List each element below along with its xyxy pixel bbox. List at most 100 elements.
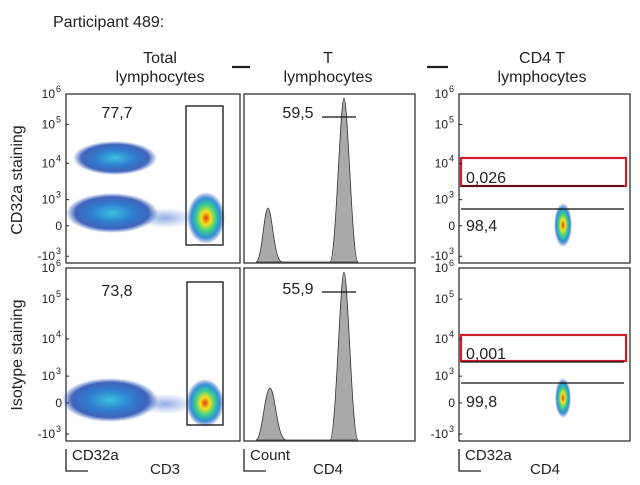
panel-frame — [458, 267, 631, 442]
y-tick-label: 10 — [42, 156, 56, 170]
y-tick-exponent: 3 — [449, 366, 454, 376]
axis-corner — [243, 449, 266, 472]
y-tick-label: 10 — [435, 332, 449, 346]
axis-corner — [458, 449, 481, 472]
panel-frame — [243, 267, 416, 442]
y-tick-label: 0 — [55, 396, 62, 410]
gate-percent-label-neg: 98,4 — [466, 218, 497, 235]
y-tick-exponent: 6 — [449, 258, 454, 268]
y-tick-label: 10 — [42, 292, 56, 306]
y-tick-label: 10 — [435, 369, 449, 383]
y-axis-label: CD32a — [72, 447, 119, 464]
y-tick-label: 10 — [435, 261, 449, 275]
y-tick-exponent: 3 — [56, 424, 61, 434]
panel-cd32a-total: 77,7 — [65, 93, 241, 264]
gate-percent-label: 77,7 — [101, 105, 132, 122]
gate-percent-label: 59,5 — [282, 105, 313, 122]
y-tick-exponent: 3 — [56, 366, 61, 376]
y-tick-exponent: 6 — [56, 84, 61, 94]
population-cd32a-pos — [73, 141, 157, 175]
row-label-isotype: Isotype staining — [9, 299, 26, 410]
y-tick-exponent: 4 — [56, 329, 61, 339]
y-axis-label: CD32a — [465, 447, 512, 464]
y-tick-label: 10 — [435, 156, 449, 170]
column-header-total-line2: lymphocytes — [116, 69, 205, 86]
gate-percent-label-pos: 0,001 — [466, 346, 506, 363]
figure-title: Participant 489: — [53, 14, 164, 31]
y-tick-label: 10 — [42, 332, 56, 346]
column-header-cd4t-line1: CD4 T — [519, 50, 565, 67]
panel-cd32a-t: 59,5 — [243, 93, 416, 264]
axis-labels-col3: CD32a CD4 — [458, 447, 560, 478]
y-tick-label: -10 — [431, 249, 449, 263]
column-header-t-line2: lymphocytes — [284, 69, 373, 86]
y-tick-label: 10 — [42, 261, 56, 275]
y-tick-label: -10 — [38, 427, 56, 441]
x-axis-label: CD4 — [313, 461, 343, 478]
axis-corner — [65, 449, 88, 472]
y-tick-exponent: 5 — [449, 114, 454, 124]
x-axis-label: CD3 — [150, 461, 180, 478]
population-bridge — [135, 208, 195, 228]
population-cd3-pos — [187, 192, 225, 244]
column-header-total-line1: Total — [143, 50, 177, 67]
y-tick-label: 10 — [435, 193, 449, 207]
y-tick-exponent: 3 — [449, 246, 454, 256]
y-axis-label: Count — [250, 447, 291, 464]
population-double-neg — [66, 193, 158, 233]
gate-percent-label-pos: 0,026 — [466, 170, 506, 187]
y-tick-exponent: 4 — [56, 153, 61, 163]
y-tick-label: 10 — [42, 87, 56, 101]
panel-frame — [458, 93, 631, 264]
gate-percent-label: 55,9 — [282, 281, 313, 298]
column-header-t-line1: T — [323, 50, 333, 67]
y-tick-exponent: 3 — [449, 424, 454, 434]
panel-isotype-t: 55,9 — [243, 267, 416, 442]
gate-cd32a-pos-highlight — [459, 333, 628, 363]
panel-frame — [243, 93, 416, 264]
y-tick-label: 0 — [55, 219, 62, 233]
histogram-cd4-distribution — [255, 97, 359, 263]
y-tick-exponent: 6 — [56, 258, 61, 268]
population-bridge — [135, 394, 195, 414]
population-cd4t — [555, 378, 571, 418]
histogram-cd4-distribution — [255, 271, 359, 441]
y-tick-exponent: 4 — [449, 329, 454, 339]
y-tick-exponent: 5 — [449, 289, 454, 299]
panel-isotype-cd4t: 0,001 99,8 — [458, 267, 631, 442]
axis-labels-col2: Count CD4 — [243, 447, 343, 478]
y-tick-exponent: 6 — [449, 84, 454, 94]
y-tick-label: 0 — [448, 396, 455, 410]
axis-labels-col1: CD32a CD3 — [65, 447, 180, 478]
population-cd4t — [554, 203, 572, 247]
population-double-neg — [62, 378, 158, 422]
y-tick-exponent: 3 — [56, 246, 61, 256]
y-tick-exponent: 5 — [56, 289, 61, 299]
y-tick-label: 10 — [42, 369, 56, 383]
panel-frame — [65, 267, 241, 442]
panel-frame — [65, 93, 241, 264]
population-cd3-pos — [186, 379, 224, 427]
panel-isotype-total: 73,8 — [62, 267, 241, 442]
column-header-cd4t-line2: lymphocytes — [498, 69, 587, 86]
y-tick-exponent: 3 — [449, 190, 454, 200]
y-tick-label: 10 — [435, 292, 449, 306]
y-tick-label: 10 — [42, 193, 56, 207]
y-tick-label: 10 — [435, 87, 449, 101]
panel-cd32a-cd4t: 0,026 98,4 — [458, 93, 631, 264]
gate-percent-label-neg: 99,8 — [466, 394, 497, 411]
y-tick-exponent: 5 — [56, 114, 61, 124]
y-tick-label: 0 — [448, 219, 455, 233]
gate-percent-label: 73,8 — [101, 283, 132, 300]
gate-cd3-pos — [185, 105, 224, 246]
y-tick-label: 10 — [435, 117, 449, 131]
y-tick-exponent: 3 — [56, 190, 61, 200]
row-label-cd32a: CD32a staining — [9, 125, 26, 234]
y-tick-label: -10 — [38, 249, 56, 263]
y-tick-label: 10 — [42, 117, 56, 131]
y-tick-exponent: 4 — [449, 153, 454, 163]
gate-cd3-pos — [186, 281, 224, 426]
x-axis-label: CD4 — [530, 461, 560, 478]
